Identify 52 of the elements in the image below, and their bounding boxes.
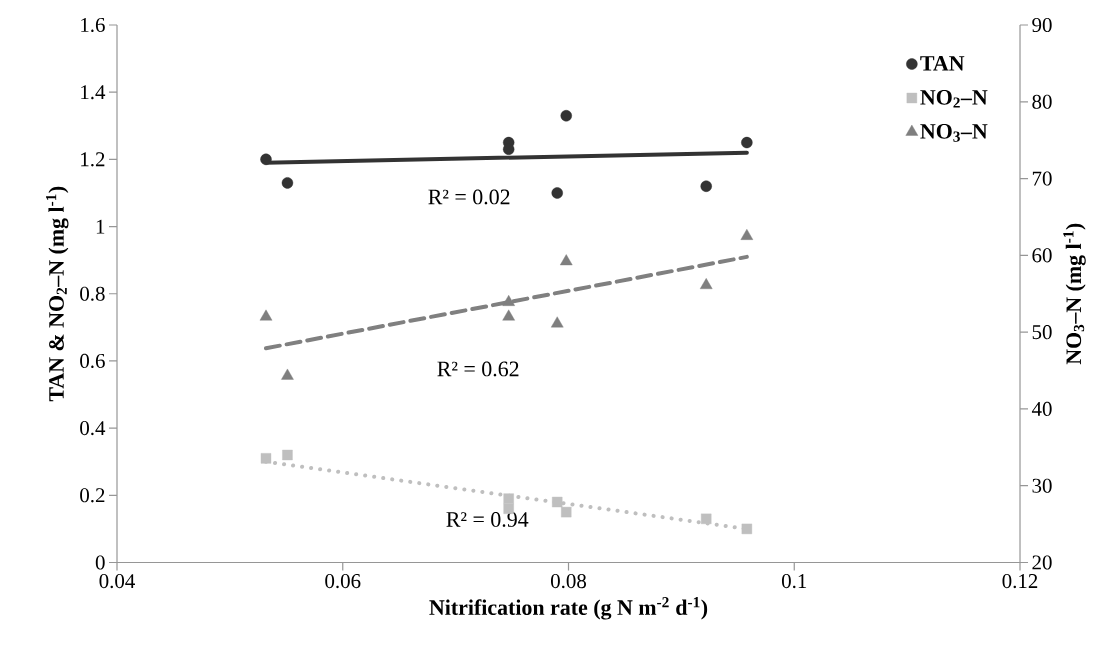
point — [559, 254, 573, 266]
point — [260, 153, 272, 166]
point — [551, 187, 563, 199]
annotation: R² = 0.94 — [446, 512, 529, 527]
y-tick-label: 0.6 — [80, 353, 105, 369]
point — [560, 110, 572, 122]
legend-label: NO$_{2}$–N — [920, 90, 988, 108]
x-tick-label: 0.1 — [781, 574, 807, 589]
point — [552, 496, 563, 508]
x-tick-label: 0.06 — [325, 574, 361, 589]
point — [502, 309, 515, 321]
y-axis-title: TAN & NO$_{2}$–N (mg l$^{-1}$) — [46, 186, 69, 402]
point — [281, 177, 294, 189]
y2-tick-label: 20 — [1032, 555, 1052, 570]
x-tick-label: 0.12 — [1002, 574, 1038, 589]
y-tick-label: 0 — [95, 555, 105, 570]
point — [260, 453, 272, 464]
point — [550, 316, 564, 328]
point — [502, 294, 515, 306]
y2-tick-label: 50 — [1032, 325, 1052, 340]
y-tick-label: 1.6 — [81, 17, 105, 33]
point — [701, 513, 712, 525]
x-tick-label: 0.04 — [99, 574, 135, 589]
y2-tick-label: 30 — [1032, 478, 1052, 493]
y-tick-label: 1.2 — [81, 152, 105, 167]
point — [740, 228, 754, 240]
y2-tick-label: 70 — [1032, 171, 1052, 186]
y-tick-label: 0.4 — [80, 421, 106, 436]
legend-label: TAN — [920, 56, 965, 71]
x-tick-label: 0.08 — [550, 574, 587, 589]
y2-tick-label: 80 — [1032, 94, 1052, 109]
annotation: R² = 0.62 — [437, 361, 519, 377]
y-tick-label: 1 — [96, 219, 105, 234]
point — [259, 309, 273, 321]
y2-tick-label: 40 — [1031, 401, 1052, 416]
point — [741, 523, 753, 535]
point — [281, 368, 294, 380]
point — [561, 506, 572, 518]
y2-tick-label: 90 — [1032, 17, 1052, 33]
point — [699, 278, 713, 289]
x-axis-title: Nitrification rate (g N m$^{-2}$ d$^{-1}$) — [429, 597, 708, 620]
y-tick-label: 0.2 — [80, 488, 105, 503]
point — [503, 493, 514, 504]
y-tick-label: 1.4 — [81, 85, 106, 100]
point — [282, 449, 293, 461]
y2-tick-label: 60 — [1032, 248, 1052, 263]
y2-axis-title: NO$_{3}$–N (mg l$^{-1}$) — [1063, 223, 1086, 365]
point — [700, 180, 712, 192]
annotation: R² = 0.02 — [428, 189, 510, 205]
point — [741, 136, 753, 149]
legend-label: NO$_{3}$–N — [920, 123, 988, 142]
y-tick-label: 0.8 — [80, 286, 105, 301]
